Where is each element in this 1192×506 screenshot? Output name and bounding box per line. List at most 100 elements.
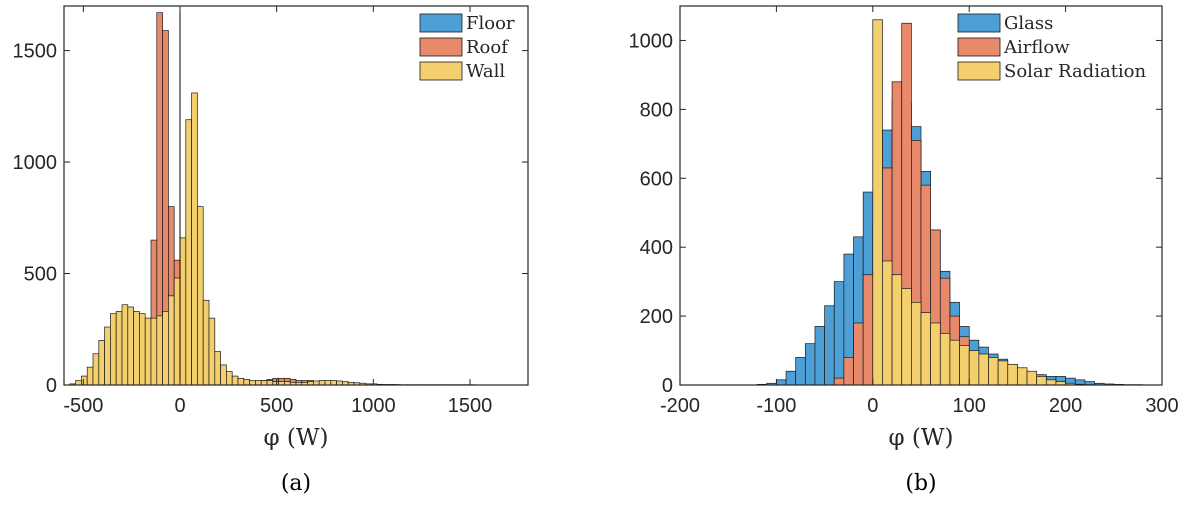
bar-wall [318,380,326,386]
ticks-b: -200 -100 0 100 200 300 0 200 400 600 800 1000 [629,6,1179,417]
y-tick-label: 800 [640,99,673,121]
bar-glass [824,305,835,386]
bar-solar-radiation [882,260,893,386]
legend-label-wall: Wall [466,61,505,82]
bar-glass [795,357,806,386]
bar-wall [168,295,175,386]
legend-label-roof: Roof [466,37,509,58]
y-tick-label: 200 [640,306,673,328]
x-tick-label: -200 [660,395,700,417]
x-tick-label: 300 [1145,395,1178,417]
bar-airflow [862,274,874,386]
bar-solar-radiation [1007,363,1018,386]
legend-b: Glass Airflow Solar Radiation [957,13,1147,82]
bar-wall [255,380,262,386]
bar-glass [814,326,825,386]
bar-solar-radiation [949,339,960,386]
bar-wall [81,375,88,386]
legend-swatch-glass [957,13,1001,33]
bar-wall [191,92,198,386]
bar-solar-radiation [978,353,989,386]
axes-frame-a [63,5,529,386]
y-tick-label: 500 [24,264,57,286]
caption-b: (b) [905,471,936,496]
bar-wall [197,206,204,386]
bar-wall [313,380,320,386]
bar-wall [324,380,332,386]
bar-solar-radiation [997,360,1009,386]
legend-label-floor: Floor [466,13,515,34]
legend-label-solar-radiation: Solar Radiation [1004,61,1147,82]
bar-solar-radiation [968,350,980,386]
bar-wall [237,377,245,386]
bar-wall [92,353,100,386]
bar-solar-radiation [891,274,903,386]
bar-wall [249,380,256,386]
panel-b: -200 -100 0 100 200 300 0 200 400 600 800 1000 Glas… [629,5,1179,496]
bar-solar-radiation [1026,370,1038,386]
bar-solar-radiation [920,312,931,386]
bar-wall [226,371,233,386]
y-tick-label: 0 [662,375,673,397]
bar-solar-radiation [872,19,883,386]
bar-wall [220,364,227,386]
bars-b [756,19,1144,386]
bar-solar-radiation [1017,367,1028,386]
bar-wall [336,380,343,386]
bar-airflow [853,322,864,386]
x-tick-label: 0 [867,395,878,417]
bar-solar-radiation [1045,379,1057,386]
bar-solar-radiation [901,288,912,386]
y-tick-label: 0 [46,375,57,397]
x-axis-label-b: φ (W) [888,425,953,451]
bar-solar-radiation [1036,376,1047,386]
bar-wall [162,311,169,386]
legend-swatch-floor [419,13,463,33]
bar-wall [144,317,152,386]
x-tick-label: -500 [63,395,103,417]
bar-wall [139,313,146,386]
bar-wall [115,311,123,386]
bar-wall [266,380,274,386]
bar-solar-radiation [911,301,922,386]
bar-wall [86,366,94,386]
bar-wall [179,237,187,386]
bar-wall [231,375,239,386]
bar-wall [208,317,216,386]
bar-wall [202,299,210,386]
bar-wall [98,340,105,386]
x-tick-label: -100 [756,395,796,417]
bar-wall [260,380,268,386]
x-tick-label: 500 [260,395,293,417]
bars-a [69,12,477,386]
bar-wall [214,351,221,386]
bar-solar-radiation [930,322,941,386]
y-tick-label: 1500 [13,41,58,63]
bar-wall [330,380,337,386]
bar-solar-radiation [959,345,970,386]
x-tick-label: 0 [174,395,185,417]
legend-label-glass: Glass [1004,13,1053,34]
x-tick-label: 1500 [448,395,493,417]
y-tick-label: 1000 [13,152,58,174]
bar-wall [185,119,192,386]
legend-swatch-airflow [957,37,1001,57]
y-tick-label: 400 [640,237,673,259]
legend-a: Floor Roof Wall [419,13,515,82]
legend-swatch-solar-radiation [957,61,1001,81]
legend-label-airflow: Airflow [1003,37,1070,58]
x-axis-label-a: φ (W) [263,425,328,451]
bar-wall [243,379,250,386]
bar-glass [804,343,816,386]
axes-frame-b [679,5,1163,386]
bar-wall [127,306,134,386]
bar-glass [776,379,787,386]
y-tick-label: 600 [640,168,673,190]
x-tick-label: 1000 [351,395,396,417]
panel-a: -500 0 500 1000 1500 0 500 1000 1500 Floor Roof Wa… [13,5,529,496]
bar-wall [133,311,140,386]
legend-swatch-roof [419,37,463,57]
bar-solar-radiation [939,332,951,386]
bar-glass [785,370,797,386]
